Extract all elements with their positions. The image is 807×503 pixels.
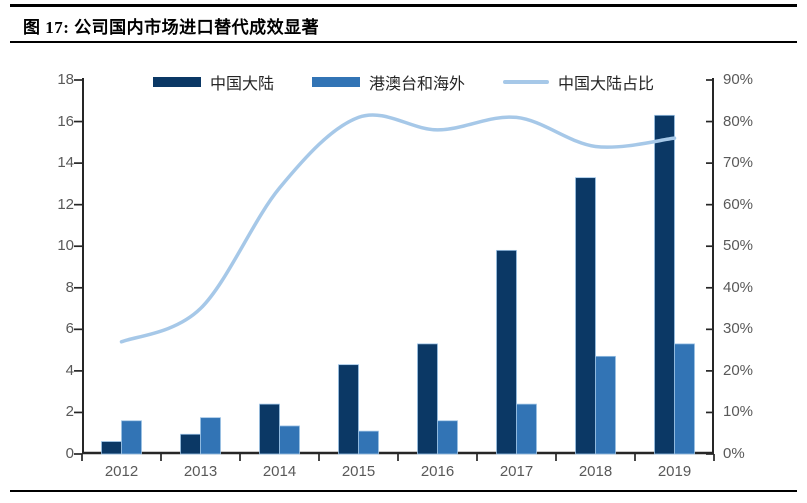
y-axis-left-label: 18 (57, 71, 74, 88)
y-axis-left-label: 0 (65, 445, 74, 462)
y-axis-left-label: 16 (57, 112, 74, 130)
y-axis-left-label: 14 (57, 154, 74, 172)
bar-hk-mo-tw-overseas-2014 (279, 425, 300, 455)
x-axis-label: 2014 (262, 463, 297, 480)
header-rule-top (10, 4, 797, 7)
y-axis-right-label: 20% (723, 361, 754, 379)
y-axis-right-label: 40% (723, 278, 754, 296)
x-axis-label: 2013 (183, 463, 218, 480)
bar-hk-mo-tw-overseas-2019 (674, 343, 695, 455)
bar-hk-mo-tw-overseas-2012 (121, 420, 142, 455)
legend-label-mainland-share: 中国大陆占比 (558, 76, 655, 93)
x-axis-label: 2015 (341, 463, 376, 480)
y-axis-left-label: 12 (57, 195, 74, 213)
y-axis-left-label: 4 (65, 361, 74, 379)
x-axis-label: 2018 (578, 463, 613, 480)
legend-swatch-mainland-share-icon (503, 80, 549, 84)
x-axis-label: 2016 (420, 463, 455, 480)
bar-hk-mo-tw-overseas-2015 (358, 430, 379, 455)
bar-hk-mo-tw-overseas-2017 (516, 403, 537, 455)
bar-mainland-china-2017 (496, 249, 517, 455)
y-axis-right-label: 10% (723, 403, 754, 421)
figure-title: 图 17: 公司国内市场进口替代成效显著 (23, 18, 320, 37)
legend-item-mainland-china: 中国大陆 (152, 70, 274, 94)
bar-hk-mo-tw-overseas-2018 (595, 355, 616, 455)
bar-mainland-china-2019 (654, 114, 675, 455)
legend-swatch-hk-mo-tw-overseas-icon (311, 77, 360, 87)
header-rule-bottom (10, 41, 797, 43)
y-axis-left-label: 10 (57, 237, 74, 255)
bar-mainland-china-2012 (101, 441, 122, 455)
y-axis-right-label: 0% (723, 445, 745, 462)
y-axis-right-label: 50% (723, 237, 754, 255)
y-axis-right-label: 30% (723, 320, 754, 338)
legend-label-mainland-china: 中国大陆 (209, 76, 274, 93)
bar-mainland-china-2014 (259, 403, 280, 455)
chart-legend: 中国大陆 港澳台和海外 中国大陆占比 (0, 70, 807, 94)
line-mainland-share-pct (119, 113, 677, 344)
bar-mainland-china-2013 (180, 433, 201, 455)
bar-mainland-china-2018 (575, 177, 596, 455)
legend-label-hk-mo-tw-overseas: 港澳台和海外 (368, 76, 465, 93)
y-axis-right-label: 80% (723, 112, 754, 130)
y-axis-right-label: 70% (723, 154, 754, 172)
bar-mainland-china-2015 (338, 364, 359, 455)
legend-item-hk-mo-tw-overseas: 港澳台和海外 (311, 70, 465, 94)
x-axis-label: 2019 (657, 463, 692, 480)
bar-hk-mo-tw-overseas-2013 (200, 417, 221, 455)
legend-item-mainland-share: 中国大陆占比 (503, 70, 654, 94)
y-axis-left-label: 8 (65, 278, 74, 296)
y-axis-left-label: 6 (65, 320, 74, 338)
legend-swatch-mainland-china-icon (152, 77, 201, 87)
footer-rule (10, 490, 797, 492)
y-axis-right-label: 90% (723, 71, 754, 88)
x-axis-label: 2017 (499, 463, 534, 480)
y-axis-right-label: 60% (723, 195, 754, 213)
bar-hk-mo-tw-overseas-2016 (437, 420, 458, 455)
bar-mainland-china-2016 (417, 343, 438, 455)
x-axis-label: 2012 (104, 463, 139, 480)
y-axis-left-label: 2 (65, 403, 74, 421)
